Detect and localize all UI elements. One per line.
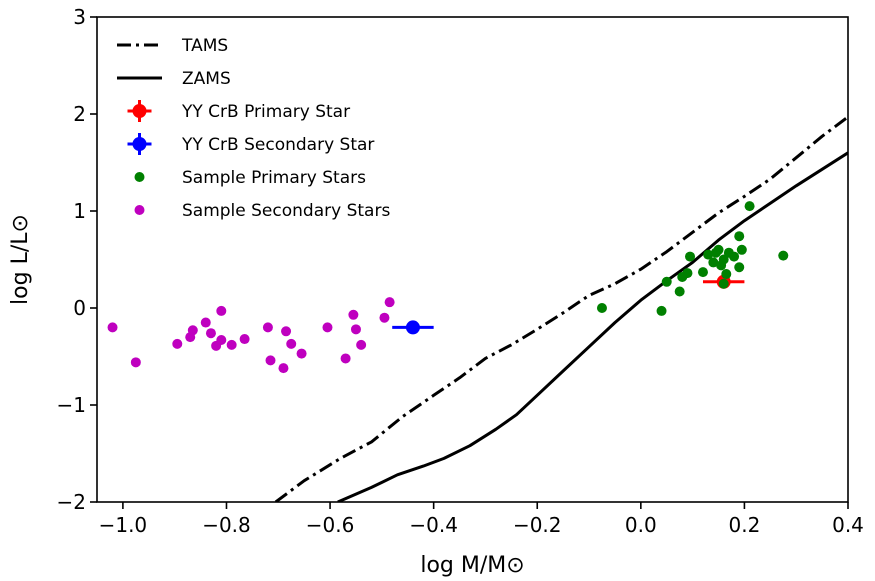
legend-item-tams: TAMS xyxy=(117,36,228,56)
x-tick-label: −0.4 xyxy=(409,513,458,537)
y-tick-label: −1 xyxy=(57,393,86,417)
x-axis-label: log M/M⊙ xyxy=(420,553,524,578)
ticks-layer: −1.0 −0.8 −0.6 −0.4 −0.2 0.0 0.2 0.4 −2 −1 0 1 2 3 xyxy=(57,5,864,537)
data-point xyxy=(661,276,672,287)
data-point xyxy=(729,251,740,262)
legend-item-sample-secondary-stars: Sample Secondary Stars xyxy=(134,201,390,221)
data-point xyxy=(348,309,359,320)
x-tick-label: −1.0 xyxy=(99,513,148,537)
points-layer xyxy=(107,201,789,374)
legend-marker xyxy=(132,137,147,151)
data-point xyxy=(718,278,729,289)
data-point xyxy=(384,297,395,308)
data-point xyxy=(778,250,789,261)
data-point xyxy=(708,257,719,268)
line-tams xyxy=(274,115,848,502)
legend-marker xyxy=(132,104,147,118)
plot-frame xyxy=(96,16,849,503)
x-tick-label: 0.0 xyxy=(625,513,657,537)
data-point xyxy=(736,244,747,255)
legend-label: YY CrB Secondary Star xyxy=(181,135,374,155)
data-point xyxy=(734,231,745,242)
data-point xyxy=(682,268,693,279)
data-point xyxy=(216,305,227,316)
series-sample-secondary-stars xyxy=(107,297,395,374)
legend-label: YY CrB Primary Star xyxy=(181,102,350,122)
y-tick-label: 0 xyxy=(73,296,86,320)
data-point xyxy=(713,244,724,255)
y-axis-label: log L/L⊙ xyxy=(8,214,33,305)
legend-label: TAMS xyxy=(181,36,228,56)
y-tick-label: 2 xyxy=(73,102,86,126)
data-point xyxy=(744,201,755,212)
data-point xyxy=(356,339,367,350)
data-point xyxy=(656,305,667,316)
data-point xyxy=(262,322,273,333)
legend-item-yy-crb-secondary-star: YY CrB Secondary Star xyxy=(127,133,374,155)
data-point xyxy=(674,286,685,297)
data-point xyxy=(107,322,118,333)
x-tick-label: −0.2 xyxy=(513,513,562,537)
y-tick-label: 3 xyxy=(73,5,86,29)
data-point xyxy=(350,324,361,335)
legend-item-yy-crb-primary-star: YY CrB Primary Star xyxy=(127,100,350,122)
y-tick-label: 1 xyxy=(73,199,86,223)
data-point xyxy=(205,328,216,339)
legend-label: Sample Primary Stars xyxy=(182,168,366,188)
data-point xyxy=(130,357,141,368)
legend-item-sample-primary-stars: Sample Primary Stars xyxy=(134,168,366,188)
data-point xyxy=(379,312,390,323)
data-point xyxy=(278,363,289,374)
data-point xyxy=(239,334,250,345)
data-point xyxy=(340,353,351,364)
line-zams xyxy=(337,151,848,502)
series-yy-crb-secondary-star xyxy=(392,320,434,335)
legend-marker xyxy=(134,172,145,182)
data-point xyxy=(286,338,297,349)
data-point xyxy=(172,338,183,349)
data-point xyxy=(265,355,276,366)
data-point xyxy=(703,249,714,260)
data-point xyxy=(405,320,420,335)
y-tick-label: −2 xyxy=(57,490,86,514)
data-point xyxy=(322,322,333,333)
data-point xyxy=(721,269,732,280)
data-point xyxy=(187,325,198,336)
data-point xyxy=(697,267,708,278)
x-tick-label: −0.6 xyxy=(306,513,355,537)
data-point xyxy=(685,251,696,262)
data-point xyxy=(200,317,211,328)
legend-item-zams: ZAMS xyxy=(117,69,231,89)
data-point xyxy=(718,254,729,265)
legend-label: Sample Secondary Stars xyxy=(182,201,390,221)
data-point xyxy=(296,348,307,359)
legend: TAMS ZAMS YY CrB Primary Star YY CrB Second… xyxy=(117,36,390,221)
data-point xyxy=(596,303,607,313)
data-point xyxy=(216,335,227,346)
x-tick-label: 0.4 xyxy=(832,513,864,537)
data-point xyxy=(734,262,745,273)
legend-label: ZAMS xyxy=(182,69,231,89)
x-tick-label: 0.2 xyxy=(729,513,761,537)
lines-layer xyxy=(274,115,848,502)
data-point xyxy=(281,326,292,337)
data-point xyxy=(226,339,237,350)
legend-marker xyxy=(134,205,145,215)
series-sample-primary-stars xyxy=(596,201,789,316)
x-tick-label: −0.8 xyxy=(202,513,251,537)
